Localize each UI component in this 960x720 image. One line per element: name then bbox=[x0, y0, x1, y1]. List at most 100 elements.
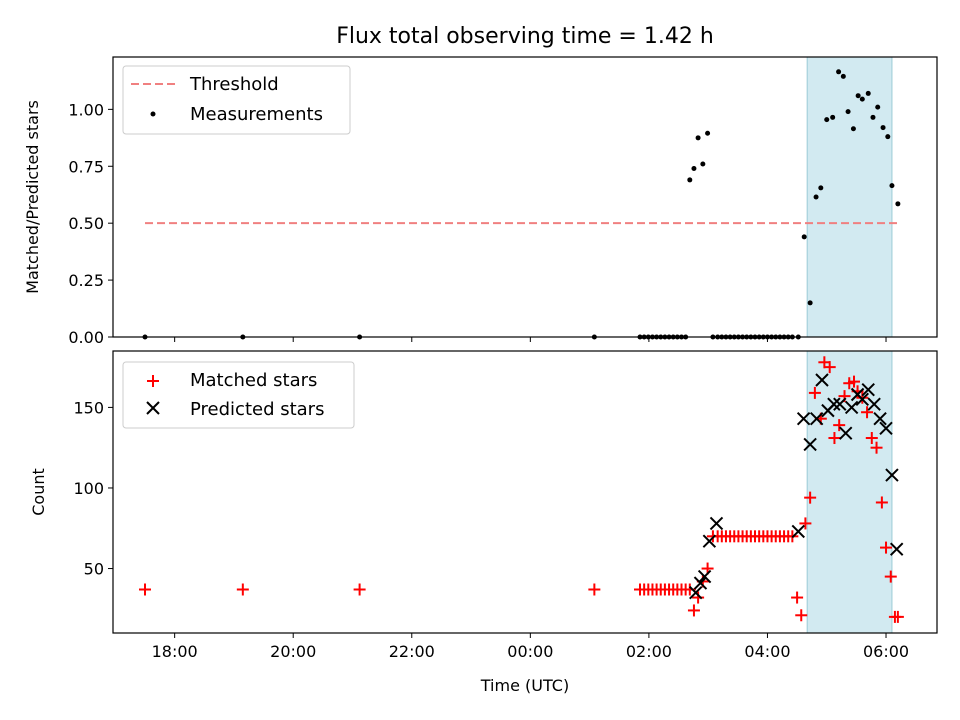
predicted-star-point bbox=[879, 421, 893, 436]
matched-star-point bbox=[139, 583, 152, 596]
measurement-point bbox=[700, 161, 706, 167]
matched-star-point bbox=[588, 583, 601, 596]
measurement-point bbox=[865, 90, 871, 96]
predicted-star-point bbox=[839, 426, 853, 440]
xtick-label: 02:00 bbox=[626, 642, 672, 661]
legend-measurements-label: Measurements bbox=[190, 104, 323, 125]
predicted-star-point bbox=[867, 397, 881, 411]
legend-predicted-swatch bbox=[146, 401, 160, 415]
x-axis-label: Time (UTC) bbox=[480, 676, 569, 695]
top-legend-box bbox=[122, 65, 351, 135]
measurement-point bbox=[691, 166, 697, 172]
matched-star-point bbox=[823, 361, 836, 374]
matched-star-point bbox=[353, 583, 366, 596]
top-ytick-label: 0.50 bbox=[68, 214, 104, 233]
measurement-point bbox=[807, 300, 813, 306]
xtick-label: 20:00 bbox=[270, 642, 316, 661]
legend-threshold-label: Threshold bbox=[189, 74, 279, 95]
predicted-star-point bbox=[833, 397, 847, 411]
legend-measurements-swatch bbox=[150, 111, 156, 117]
matched-star-point bbox=[808, 386, 821, 399]
xtick-label: 22:00 bbox=[389, 642, 435, 661]
matched-star-point bbox=[795, 609, 808, 622]
matched-star-point bbox=[799, 517, 812, 530]
predicted-star-point bbox=[873, 411, 887, 426]
legend-matched-swatch bbox=[147, 375, 159, 387]
matched-star-point bbox=[891, 610, 904, 623]
predicted-star-point bbox=[889, 542, 904, 556]
measurement-point bbox=[830, 114, 836, 120]
matched-star-point bbox=[861, 406, 874, 419]
matched-star-point bbox=[833, 419, 846, 432]
measurement-point bbox=[850, 126, 856, 132]
matched-star-point bbox=[880, 541, 893, 554]
measurement-point bbox=[870, 114, 876, 120]
matched-star-point bbox=[856, 391, 869, 404]
predicted-star-point bbox=[855, 392, 870, 407]
bottom-panel: 50 100 150 18:00 20:00 22:00 00:00 02:00 04:00 0… bbox=[29, 350, 938, 695]
measurement-point bbox=[695, 135, 701, 141]
top-ytick-label: 0.75 bbox=[68, 157, 104, 176]
measurement-point bbox=[840, 73, 846, 79]
bottom-legend: Matched stars Predicted stars bbox=[122, 361, 355, 429]
matched-star-point bbox=[865, 432, 878, 445]
measurement-point bbox=[818, 185, 824, 191]
legend-predicted-label: Predicted stars bbox=[190, 399, 324, 420]
matched-star-point bbox=[875, 496, 888, 509]
top-ytick-label: 0.25 bbox=[68, 271, 104, 290]
measurement-point bbox=[813, 194, 819, 200]
measurement-point bbox=[836, 69, 842, 75]
bottom-legend-box bbox=[122, 361, 355, 429]
chart-title: Flux total observing time = 1.42 h bbox=[336, 24, 714, 49]
measurement-point bbox=[895, 201, 901, 207]
bottom-ytick-label: 150 bbox=[73, 398, 104, 417]
bottom-panel-frame bbox=[112, 350, 938, 634]
top-panel-span bbox=[806, 56, 893, 338]
bottom-ytick-label: 50 bbox=[84, 560, 104, 579]
top-ytick-label: 1.00 bbox=[68, 100, 104, 119]
matched-star-point bbox=[870, 441, 883, 454]
predicted-star-point bbox=[861, 382, 875, 397]
top-legend: Threshold Measurements bbox=[122, 65, 351, 135]
matched-star-point bbox=[804, 491, 817, 504]
matched-star-point bbox=[687, 604, 700, 617]
top-ylabel: Matched/Predicted stars bbox=[23, 100, 42, 294]
predicted-star-point bbox=[702, 534, 717, 548]
matched-star-point bbox=[692, 591, 705, 604]
predicted-star-point bbox=[885, 468, 899, 482]
matched-star-point bbox=[848, 375, 861, 388]
measurement-point bbox=[801, 234, 807, 240]
top-panel: 0.00 0.25 0.50 0.75 1.00 Matched/Predicted s… bbox=[23, 56, 938, 347]
predicted-star-point bbox=[844, 400, 859, 415]
predicted-star-point bbox=[815, 373, 829, 387]
bottom-ylabel: Count bbox=[29, 468, 48, 516]
top-ytick-label: 0.00 bbox=[68, 328, 104, 347]
predicted-star-point bbox=[809, 411, 824, 426]
measurement-point bbox=[845, 109, 851, 115]
predicted-star-point bbox=[791, 524, 805, 539]
xtick-label: 06:00 bbox=[863, 642, 909, 661]
legend-matched-label: Matched stars bbox=[190, 370, 317, 391]
predicted-star-point bbox=[827, 397, 841, 411]
xtick-label: 00:00 bbox=[507, 642, 553, 661]
measurement-point bbox=[889, 183, 895, 189]
xtick-label: 18:00 bbox=[152, 642, 198, 661]
matched-star-point bbox=[884, 570, 897, 583]
matched-star-point bbox=[828, 432, 841, 445]
predicted-star-point bbox=[803, 437, 817, 452]
matched-star-point bbox=[791, 591, 804, 604]
predicted-star-point bbox=[697, 569, 712, 584]
top-panel-frame bbox=[112, 56, 938, 338]
predicted-star-point bbox=[693, 576, 708, 590]
predicted-star-point bbox=[796, 411, 811, 426]
matched-star-point bbox=[236, 583, 249, 596]
measurement-point bbox=[855, 93, 861, 99]
measurement-point bbox=[885, 134, 891, 140]
measurement-point bbox=[705, 130, 711, 136]
measurement-point bbox=[687, 177, 693, 183]
predicted-star-point bbox=[709, 516, 724, 531]
predicted-star-point bbox=[689, 586, 703, 600]
xtick-label: 04:00 bbox=[744, 642, 790, 661]
measurement-point bbox=[875, 104, 881, 110]
